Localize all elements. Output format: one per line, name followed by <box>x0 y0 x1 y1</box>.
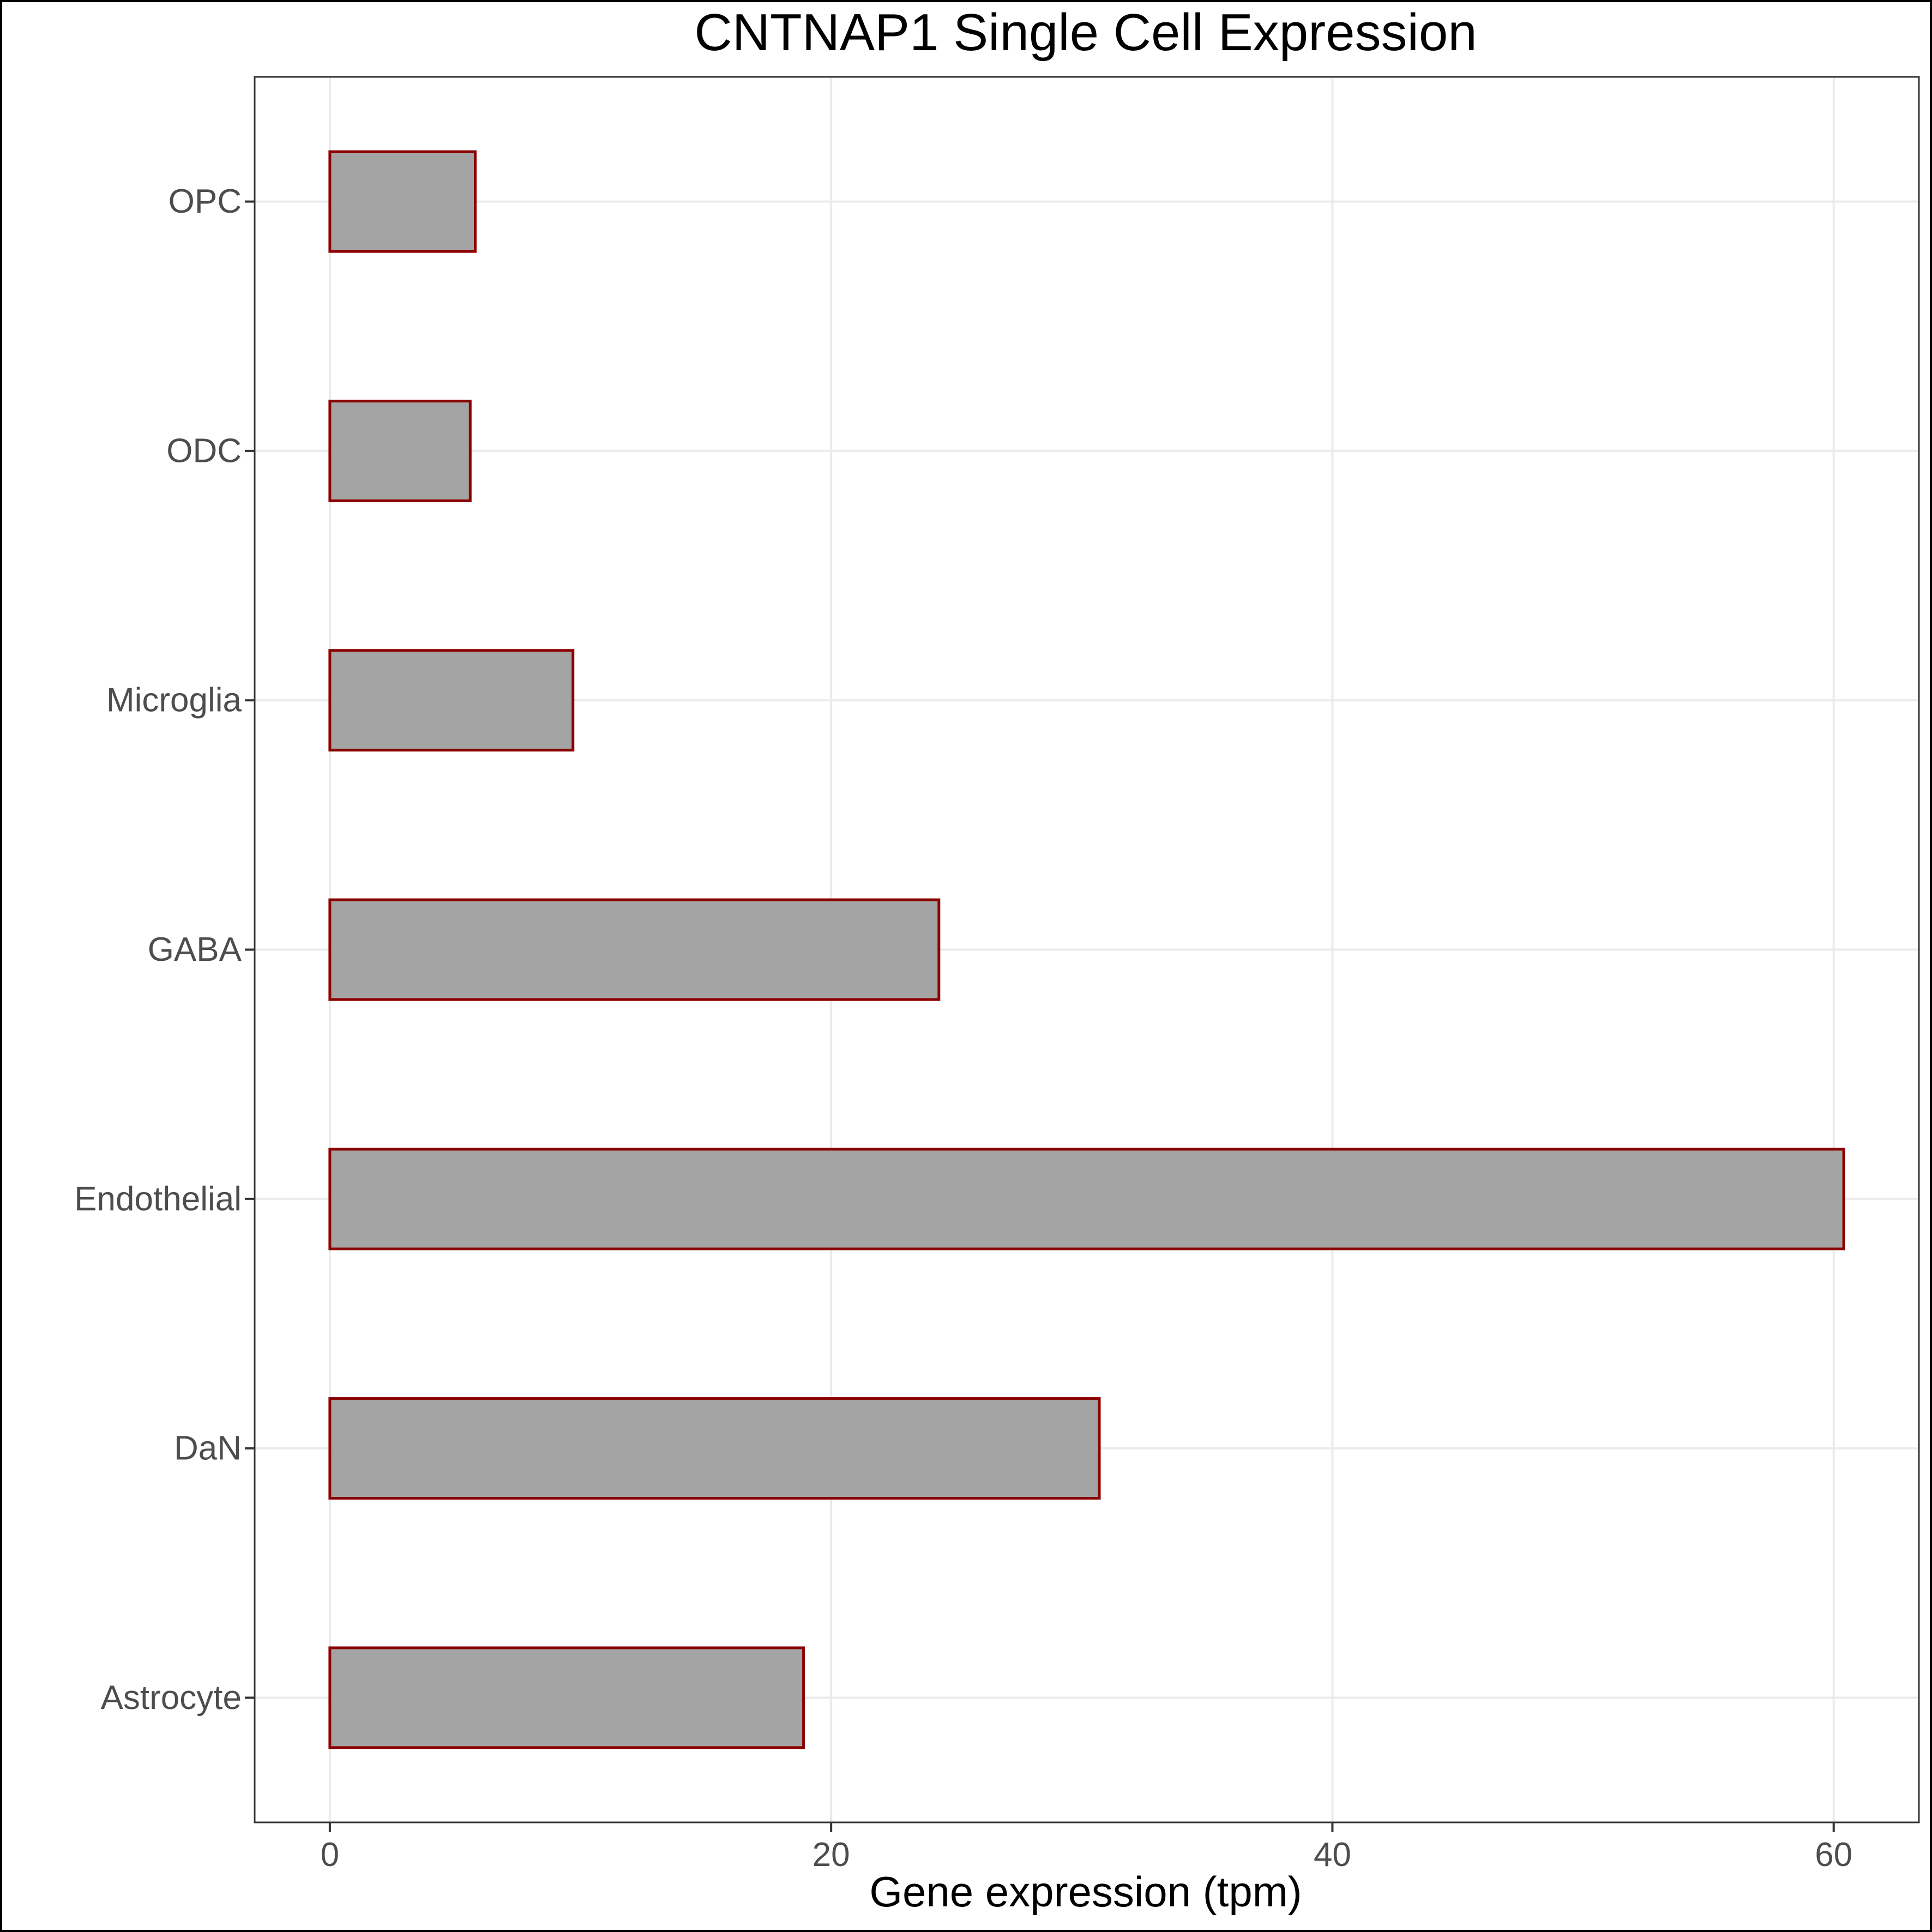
bars <box>328 150 1845 1749</box>
y-tick-label: ODC <box>166 432 242 470</box>
y-tick-label: DaN <box>174 1430 242 1467</box>
x-axis: 0 20 40 60 <box>321 1822 1852 1874</box>
bar-opc <box>328 150 477 253</box>
bar-microglia <box>328 649 575 752</box>
x-tick-label: 60 <box>1815 1836 1852 1874</box>
x-axis-title: Gene expression (tpm) <box>869 1868 1302 1916</box>
x-tick-label: 20 <box>812 1836 850 1874</box>
y-tick-label: Microglia <box>106 682 242 719</box>
chart-title: CNTNAP1 Single Cell Expression <box>694 3 1477 62</box>
y-tick-label: GABA <box>148 931 242 968</box>
y-tick-label: Endothelial <box>74 1180 242 1218</box>
bar-endothelial <box>328 1147 1845 1250</box>
bar-astrocyte <box>328 1646 805 1749</box>
bar-odc <box>328 399 472 502</box>
x-tick-label: 0 <box>321 1836 339 1874</box>
bar-dan <box>328 1397 1101 1500</box>
x-tick-label: 40 <box>1314 1836 1351 1874</box>
y-tick-label: OPC <box>168 183 242 220</box>
y-axis: Astrocyte DaN Endothelial GABA Microglia ODC O… <box>74 183 255 1717</box>
bar-gaba <box>328 898 941 1001</box>
y-tick-label: Astrocyte <box>101 1679 242 1717</box>
